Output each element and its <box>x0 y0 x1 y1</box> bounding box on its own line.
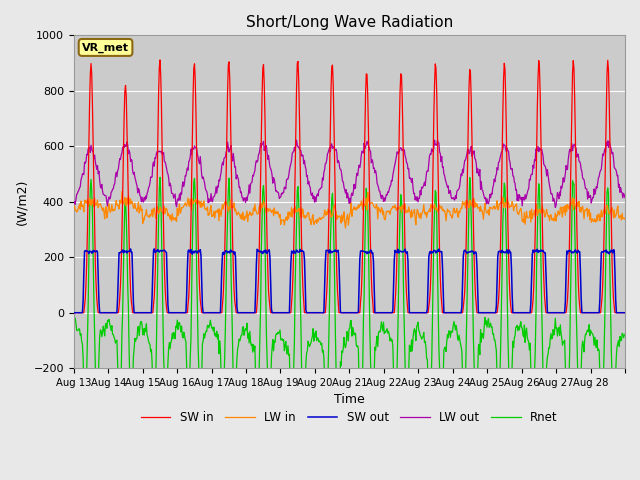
Rnet <box>134 324 142 329</box>
SW in <box>621 310 629 315</box>
SW out <box>621 310 629 315</box>
Rnet <box>264 377 271 383</box>
Legend: SW in, LW in, SW out, LW out, Rnet: SW in, LW in, SW out, LW out, Rnet <box>136 407 563 429</box>
LW out <box>263 150 271 156</box>
LW out <box>236 184 244 190</box>
SW out <box>285 310 292 315</box>
SW in <box>237 310 244 315</box>
LW in <box>118 189 126 194</box>
Line: Rnet: Rnet <box>74 178 625 421</box>
SW in <box>156 57 164 63</box>
SW in <box>285 310 292 315</box>
Rnet <box>156 175 164 180</box>
SW out <box>438 249 445 254</box>
Rnet <box>438 412 445 418</box>
Rnet <box>407 348 415 354</box>
SW out <box>134 310 142 315</box>
Line: LW in: LW in <box>74 192 625 228</box>
Rnet <box>70 314 77 320</box>
Rnet <box>621 331 629 337</box>
SW out <box>264 249 271 254</box>
Y-axis label: (W/m2): (W/m2) <box>15 179 28 225</box>
LW out <box>621 195 629 201</box>
SW in <box>134 310 142 315</box>
LW out <box>70 200 77 206</box>
Line: LW out: LW out <box>74 140 625 207</box>
SW in <box>407 310 415 315</box>
Line: SW in: SW in <box>74 60 625 312</box>
LW in <box>438 207 446 213</box>
LW in <box>264 205 271 211</box>
Text: VR_met: VR_met <box>82 42 129 53</box>
Rnet <box>237 336 244 341</box>
LW out <box>407 176 415 182</box>
Rnet <box>610 419 618 424</box>
LW in <box>135 210 143 216</box>
SW out <box>70 310 77 315</box>
LW in <box>285 216 292 222</box>
SW out <box>150 246 158 252</box>
SW in <box>264 267 271 273</box>
Rnet <box>285 352 292 358</box>
LW out <box>438 154 445 159</box>
X-axis label: Time: Time <box>334 394 365 407</box>
SW out <box>237 310 244 315</box>
SW out <box>407 310 415 315</box>
SW in <box>438 301 445 307</box>
LW in <box>621 216 629 222</box>
Line: SW out: SW out <box>74 249 625 312</box>
LW out <box>284 176 292 182</box>
SW in <box>70 310 77 315</box>
Title: Short/Long Wave Radiation: Short/Long Wave Radiation <box>246 15 453 30</box>
LW out <box>552 204 559 210</box>
LW out <box>292 137 300 143</box>
LW out <box>134 186 142 192</box>
LW in <box>408 207 415 213</box>
LW in <box>342 225 349 231</box>
LW in <box>70 205 77 211</box>
LW in <box>237 215 244 221</box>
